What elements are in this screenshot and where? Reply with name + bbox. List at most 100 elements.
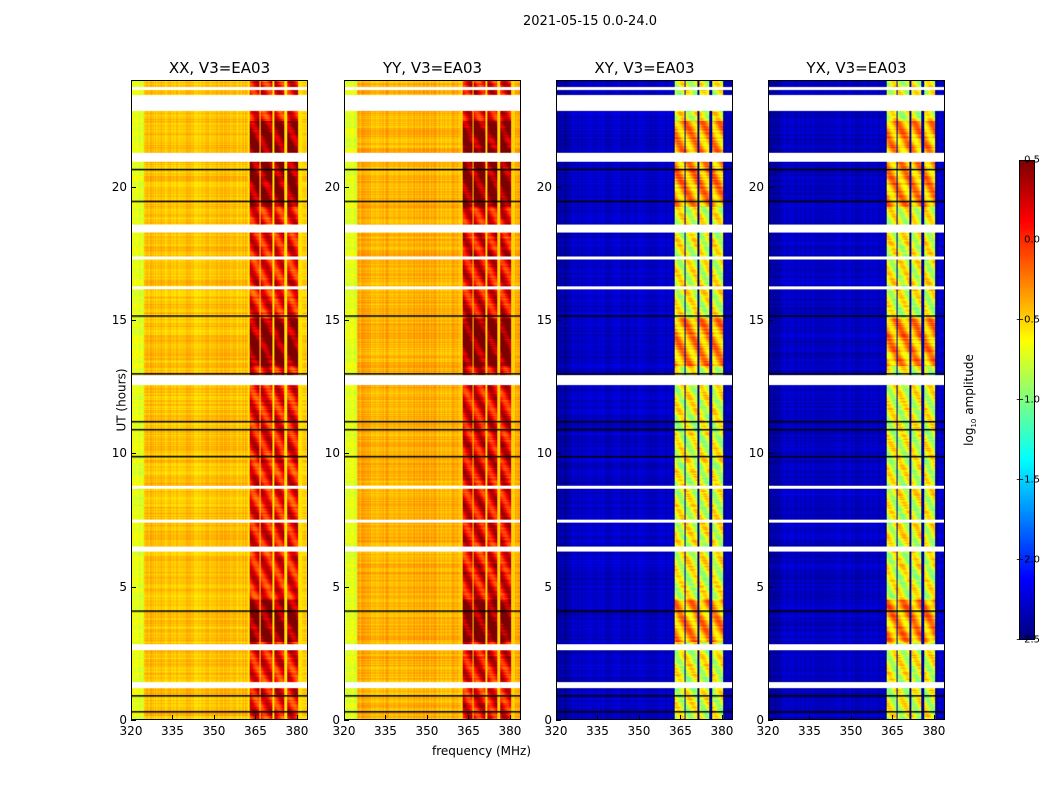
x-tick: [892, 715, 894, 720]
y-tick: [768, 586, 773, 588]
x-tick: [721, 715, 723, 720]
colorbar-tick-label: −2.5: [1015, 634, 1040, 646]
heatmap-panel-xx: [131, 80, 308, 720]
y-tick-label: 0: [544, 713, 552, 727]
colorbar-tick-label: 0.5: [1024, 154, 1040, 166]
x-axis-label: frequency (MHz): [432, 744, 532, 758]
x-tick-label: 365: [457, 724, 480, 738]
x-tick-label: 335: [374, 724, 397, 738]
x-tick-label: 320: [544, 724, 568, 738]
colorbar-tick-label: −0.5: [1015, 314, 1040, 326]
y-tick: [556, 320, 561, 321]
x-tick: [172, 715, 174, 720]
x-tick-label: 380: [922, 724, 946, 738]
panel-title: XY, V3=EA03: [594, 59, 695, 77]
y-tick: [131, 320, 136, 321]
y-tick-label: 5: [119, 579, 127, 594]
colorbar-gradient: [1020, 161, 1034, 639]
heatmap-image: [769, 81, 944, 719]
y-tick-label: 0: [756, 713, 764, 727]
x-tick: [850, 715, 852, 720]
y-axis-label: UT (hours): [114, 368, 129, 432]
panel-title: YX, V3=EA03: [806, 59, 907, 77]
y-tick-label: 0: [119, 713, 127, 727]
heatmap-image: [132, 81, 307, 719]
y-tick-label: 20: [111, 179, 127, 194]
x-tick-label: 350: [839, 724, 863, 738]
colorbar-tick-label: 0.0: [1024, 234, 1040, 246]
y-tick-label: 10: [536, 446, 552, 461]
x-tick: [556, 715, 557, 720]
y-tick-label: 15: [536, 313, 552, 327]
x-tick: [296, 715, 298, 720]
x-tick: [509, 715, 511, 720]
y-tick: [344, 320, 349, 321]
heatmap-panel-xy: [556, 80, 733, 720]
y-tick: [768, 720, 773, 721]
y-tick-label: 20: [748, 179, 764, 194]
y-tick: [131, 720, 136, 721]
x-tick-label: 365: [669, 724, 692, 738]
x-tick: [344, 715, 345, 720]
y-tick-label: 15: [324, 313, 340, 327]
y-tick: [131, 586, 136, 588]
x-tick: [426, 715, 428, 720]
y-tick: [556, 186, 561, 188]
x-tick: [809, 715, 811, 720]
x-tick: [597, 715, 599, 720]
y-tick: [344, 586, 349, 588]
colorbar-label: log10 amplitude: [961, 354, 979, 446]
x-tick-label: 320: [756, 724, 780, 738]
x-tick-label: 365: [881, 724, 904, 738]
y-tick: [768, 320, 773, 321]
x-tick-label: 335: [798, 724, 821, 738]
x-tick: [213, 715, 215, 720]
colorbar-tick-label: −1.0: [1015, 394, 1040, 406]
x-tick-label: 380: [285, 724, 309, 738]
y-tick-label: 5: [544, 579, 552, 594]
y-tick: [768, 186, 773, 188]
y-tick-label: 15: [111, 313, 127, 327]
x-tick: [385, 715, 387, 720]
heatmap-image: [557, 81, 732, 719]
x-tick-label: 320: [119, 724, 143, 738]
x-tick-label: 320: [332, 724, 356, 738]
x-tick-label: 335: [586, 724, 609, 738]
y-tick: [131, 186, 136, 188]
y-tick-label: 10: [111, 446, 127, 461]
x-tick-label: 335: [161, 724, 184, 738]
y-tick: [556, 586, 561, 588]
x-tick-label: 350: [415, 724, 439, 738]
panel-title: YY, V3=EA03: [382, 59, 483, 77]
x-tick: [933, 715, 935, 720]
x-tick: [255, 715, 257, 720]
colorbar-tick-label: −2.0: [1015, 554, 1040, 566]
y-tick: [344, 720, 349, 721]
x-tick-label: 350: [202, 724, 226, 738]
y-tick-label: 10: [324, 446, 340, 461]
figure-title: 2021-05-15 0.0-24.0: [523, 14, 657, 29]
y-tick-label: 15: [748, 313, 764, 327]
y-tick: [768, 453, 773, 455]
x-tick: [131, 715, 132, 720]
colorbar: [1019, 160, 1035, 640]
x-tick: [680, 715, 682, 720]
y-tick: [344, 186, 349, 188]
heatmap-panel-yy: [344, 80, 521, 720]
y-tick-label: 20: [536, 179, 552, 194]
x-tick-label: 380: [710, 724, 734, 738]
y-tick: [556, 453, 561, 455]
x-tick-label: 365: [244, 724, 267, 738]
x-tick-label: 380: [498, 724, 522, 738]
x-tick: [768, 715, 769, 720]
y-tick: [131, 453, 136, 455]
y-tick: [344, 453, 349, 455]
y-tick: [556, 720, 561, 721]
y-tick-label: 5: [756, 579, 764, 594]
heatmap-image: [345, 81, 520, 719]
panel-title: XX, V3=EA03: [168, 59, 271, 77]
colorbar-tick-label: −1.5: [1015, 474, 1040, 486]
heatmap-panel-yx: [768, 80, 945, 720]
y-tick-label: 20: [324, 179, 340, 194]
